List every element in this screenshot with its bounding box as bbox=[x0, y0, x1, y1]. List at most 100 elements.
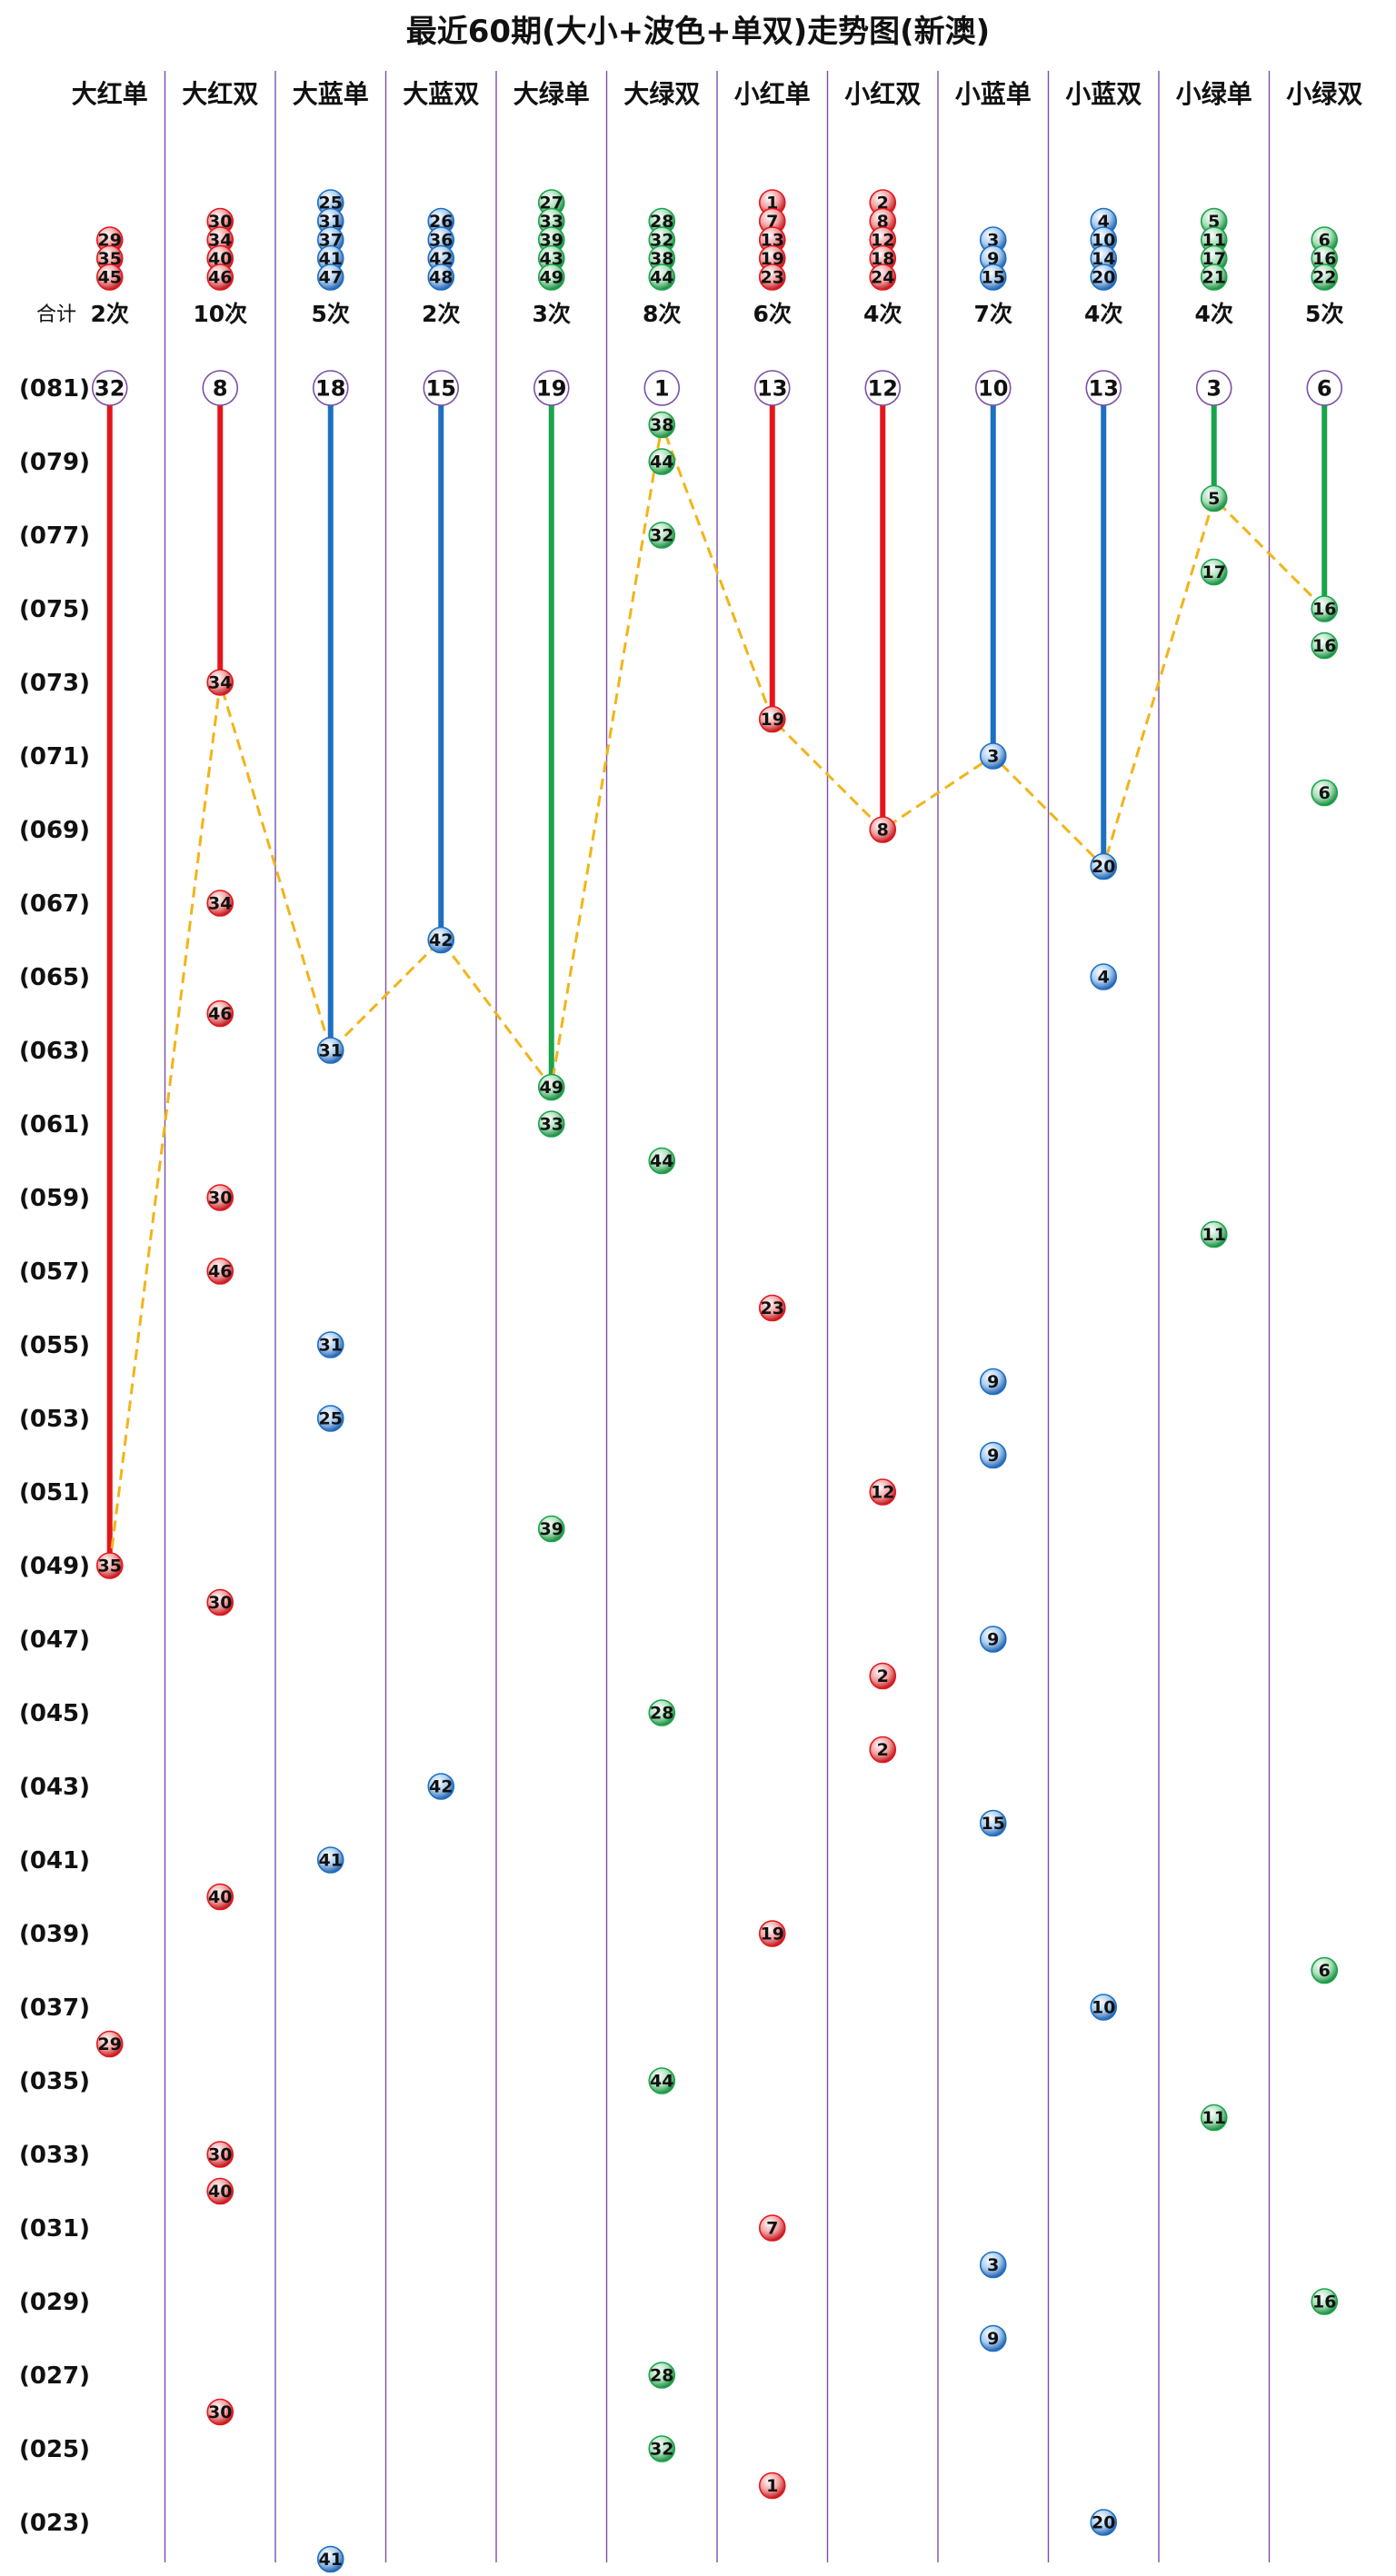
ball-number: 5 bbox=[1208, 489, 1220, 509]
ball-circle bbox=[648, 2362, 676, 2389]
current-gap-circle bbox=[864, 370, 902, 406]
ball-number: 41 bbox=[319, 1851, 343, 1871]
current-gap-value: 13 bbox=[757, 376, 787, 402]
period-label: (081) bbox=[19, 375, 90, 403]
ball-number: 15 bbox=[982, 268, 1005, 288]
ball-number: 23 bbox=[761, 268, 784, 288]
ball-number: 10 bbox=[1092, 231, 1115, 251]
current-gap: 3 bbox=[1195, 370, 1232, 406]
number-ball: 32 bbox=[648, 522, 676, 549]
period-label: (071) bbox=[19, 743, 90, 771]
ball-circle bbox=[316, 1331, 344, 1358]
column-header: 大蓝双 bbox=[403, 79, 479, 109]
ball-number: 44 bbox=[650, 268, 673, 288]
period-label: (075) bbox=[19, 596, 90, 623]
column-header: 大绿双 bbox=[623, 79, 700, 109]
ball-circle bbox=[869, 264, 897, 291]
ball-number: 7 bbox=[766, 212, 778, 232]
number-ball: 31 bbox=[316, 1331, 344, 1358]
number-ball: 6 bbox=[1311, 779, 1339, 807]
number-ball: 20 bbox=[1090, 2509, 1118, 2536]
period-label: (029) bbox=[19, 2289, 90, 2316]
ball-circle bbox=[1200, 558, 1228, 586]
number-ball: 9 bbox=[979, 1368, 1007, 1396]
ball-number: 13 bbox=[761, 231, 784, 251]
number-ball: 25 bbox=[316, 189, 344, 216]
ball-number: 48 bbox=[429, 268, 453, 288]
number-ball: 46 bbox=[206, 1258, 234, 1285]
number-ball: 26 bbox=[427, 207, 455, 235]
gap-lines bbox=[106, 388, 1328, 1566]
ball-circle bbox=[316, 2545, 344, 2573]
ball-circle bbox=[979, 264, 1007, 291]
ball-number: 17 bbox=[1202, 249, 1226, 269]
number-ball: 34 bbox=[206, 226, 234, 254]
ball-number: 44 bbox=[650, 453, 673, 472]
ball-number: 3 bbox=[987, 747, 999, 767]
column-header: 大绿单 bbox=[514, 79, 590, 109]
current-gap-circle bbox=[312, 370, 349, 406]
period-label: (053) bbox=[19, 1406, 90, 1433]
number-ball: 39 bbox=[537, 1515, 565, 1543]
number-ball: 12 bbox=[869, 1478, 897, 1506]
period-label: (065) bbox=[19, 964, 90, 991]
column-header: 小绿单 bbox=[1176, 79, 1252, 109]
number-ball: 30 bbox=[206, 207, 234, 235]
number-ball: 15 bbox=[979, 264, 1007, 291]
column-header: 大蓝单 bbox=[293, 79, 369, 109]
period-label: (059) bbox=[19, 1185, 90, 1212]
number-ball: 29 bbox=[95, 226, 124, 254]
ball-circle bbox=[1200, 1220, 1228, 1248]
number-ball: 1 bbox=[758, 2472, 786, 2500]
number-ball: 40 bbox=[206, 2177, 234, 2205]
current-gap: 13 bbox=[753, 370, 791, 406]
current-gap-circle bbox=[533, 370, 570, 406]
period-label: (073) bbox=[19, 670, 90, 697]
ball-number: 12 bbox=[871, 1483, 894, 1503]
ball-number: 42 bbox=[429, 1777, 453, 1797]
ball-circle bbox=[1200, 264, 1228, 291]
ball-number: 46 bbox=[208, 1262, 232, 1282]
ball-number: 49 bbox=[540, 1078, 563, 1098]
period-label: (031) bbox=[19, 2215, 90, 2243]
ball-circle bbox=[979, 1441, 1007, 1469]
number-ball: 18 bbox=[869, 244, 897, 273]
ball-circle bbox=[1090, 852, 1118, 880]
ball-circle bbox=[1311, 264, 1339, 291]
number-ball: 38 bbox=[648, 411, 676, 439]
ball-number: 39 bbox=[540, 231, 563, 251]
ball-number: 41 bbox=[319, 249, 343, 269]
ball-number: 2 bbox=[877, 194, 889, 214]
current-gap: 1 bbox=[643, 370, 681, 406]
number-ball: 9 bbox=[979, 1441, 1007, 1469]
number-ball: 41 bbox=[316, 2545, 344, 2573]
ball-number: 12 bbox=[871, 231, 894, 251]
period-label: (033) bbox=[19, 2142, 90, 2169]
ball-number: 41 bbox=[319, 2550, 343, 2570]
column-header: 小红单 bbox=[734, 79, 811, 109]
ball-circle bbox=[206, 1588, 234, 1616]
ball-circle bbox=[648, 522, 676, 549]
number-ball: 3 bbox=[979, 742, 1007, 770]
number-ball: 11 bbox=[1200, 1220, 1228, 1248]
ball-circle bbox=[206, 669, 234, 696]
ball-number: 9 bbox=[987, 1372, 999, 1392]
current-gap-value: 19 bbox=[536, 376, 566, 402]
ball-number: 45 bbox=[98, 268, 122, 288]
number-ball: 4 bbox=[1090, 963, 1118, 990]
ball-circle bbox=[1090, 2509, 1118, 2536]
column-count: 4次 bbox=[1084, 301, 1122, 327]
ball-circle bbox=[206, 890, 234, 917]
ball-number: 3 bbox=[987, 231, 999, 251]
ball-number: 8 bbox=[877, 821, 889, 840]
number-ball: 7 bbox=[758, 2214, 786, 2242]
ball-circle bbox=[316, 1037, 344, 1064]
ball-circle bbox=[1090, 264, 1118, 291]
ball-number: 17 bbox=[1202, 562, 1226, 582]
current-gap-circle bbox=[202, 370, 239, 406]
ball-circle bbox=[979, 1626, 1007, 1653]
ball-circle bbox=[758, 705, 786, 733]
number-ball: 11 bbox=[1200, 2104, 1228, 2132]
ball-circle bbox=[758, 2472, 786, 2500]
current-gap-value: 13 bbox=[1089, 376, 1119, 402]
